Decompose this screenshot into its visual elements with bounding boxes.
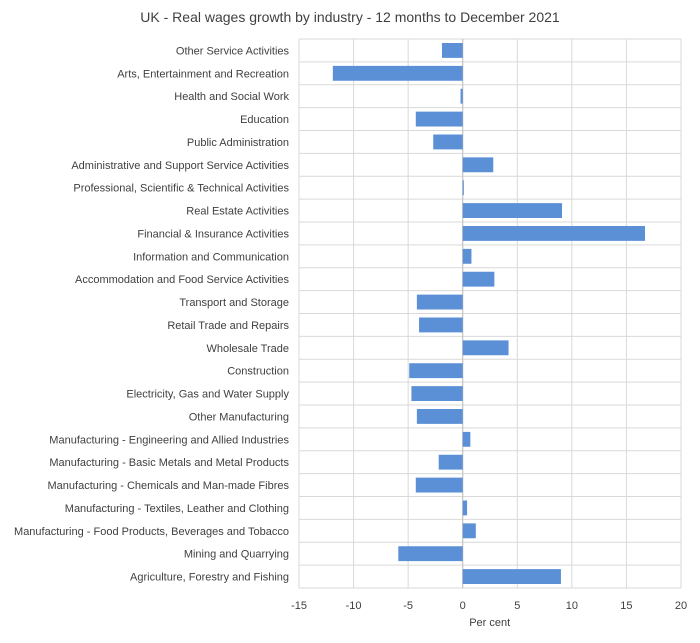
x-tick-label: 0 xyxy=(460,600,466,612)
category-label: Manufacturing - Textiles, Leather and Cl… xyxy=(65,503,289,515)
category-label: Electricity, Gas and Water Supply xyxy=(126,389,289,401)
category-label: Accommodation and Food Service Activitie… xyxy=(75,274,289,286)
category-label: Mining and Quarrying xyxy=(184,549,289,561)
category-label: Arts, Entertainment and Recreation xyxy=(117,68,289,80)
category-label: Administrative and Support Service Activ… xyxy=(71,160,289,172)
bar xyxy=(462,431,471,447)
category-label: Public Administration xyxy=(187,137,289,149)
bar xyxy=(462,180,464,196)
x-tick-label: -15 xyxy=(291,600,307,612)
category-label: Other Manufacturing xyxy=(189,411,289,423)
x-tick-label: -5 xyxy=(403,600,413,612)
category-label: Manufacturing - Engineering and Allied I… xyxy=(49,434,289,446)
bar xyxy=(441,43,463,58)
bar xyxy=(415,477,463,493)
x-tick-label: 5 xyxy=(514,600,520,612)
bar xyxy=(332,65,463,81)
category-label: Wholesale Trade xyxy=(206,343,289,355)
category-label: Agriculture, Forestry and Fishing xyxy=(130,572,289,584)
x-tick-label: 20 xyxy=(675,600,687,612)
category-label: Retail Trade and Repairs xyxy=(167,320,289,332)
bar xyxy=(462,523,476,539)
category-label: Education xyxy=(240,114,289,126)
bar xyxy=(438,454,463,470)
bar xyxy=(462,203,563,218)
bar xyxy=(415,111,463,127)
x-tick-label: 15 xyxy=(620,600,632,612)
category-label: Real Estate Activities xyxy=(186,206,289,218)
category-label: Construction xyxy=(227,366,289,378)
x-tick-label: -10 xyxy=(346,600,362,612)
chart-title: UK - Real wages growth by industry - 12 … xyxy=(140,9,560,25)
category-label: Professional, Scientific & Technical Act… xyxy=(73,183,289,195)
bar xyxy=(462,271,495,287)
bar xyxy=(409,363,463,379)
bar xyxy=(460,88,463,104)
bar xyxy=(462,500,468,516)
x-tick-label: 10 xyxy=(566,600,578,612)
category-label: Manufacturing - Chemicals and Man-made F… xyxy=(48,480,290,492)
category-label: Transport and Storage xyxy=(179,297,289,309)
bar xyxy=(462,226,645,241)
bar xyxy=(411,386,463,401)
bar xyxy=(416,409,463,424)
category-label: Other Service Activities xyxy=(176,45,290,57)
bar xyxy=(433,134,463,150)
bar xyxy=(398,546,463,562)
category-label: Financial & Insurance Activities xyxy=(137,228,289,240)
bar xyxy=(416,294,463,310)
category-label: Manufacturing - Food Products, Beverages… xyxy=(14,526,289,538)
bar xyxy=(462,157,494,173)
bar xyxy=(462,569,561,584)
category-label: Manufacturing - Basic Metals and Metal P… xyxy=(49,457,289,469)
category-label: Health and Social Work xyxy=(174,91,289,103)
bar xyxy=(462,340,509,356)
bar xyxy=(462,248,472,264)
x-axis-title: Per cent xyxy=(469,617,510,629)
bar xyxy=(419,317,463,333)
category-label: Information and Communication xyxy=(133,251,289,263)
